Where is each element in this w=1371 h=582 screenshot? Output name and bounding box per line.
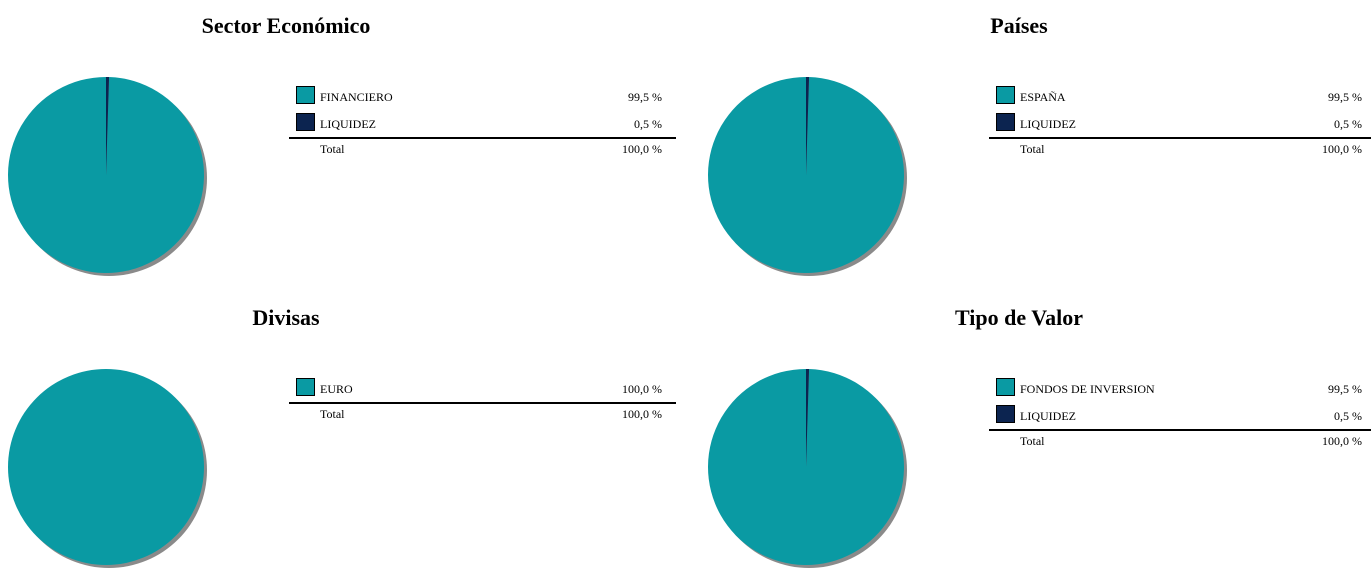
legend-row: LIQUIDEZ 0,5 %: [289, 111, 676, 138]
legend-label: FONDOS DE INVERSION: [1020, 382, 1155, 396]
legend-table: FINANCIERO 99,5 % LIQUIDEZ 0,5 % Total 1…: [289, 84, 676, 159]
legend-swatch: [296, 378, 315, 396]
panel-sector-economico: Sector Económico FINANCIERO 99,5 % LIQUI…: [0, 0, 685, 290]
legend-swatch: [996, 378, 1015, 396]
pie-slice-liquidez: [806, 369, 810, 467]
total-value: 100,0 %: [1322, 434, 1362, 448]
legend-swatch: [996, 113, 1015, 131]
legend-value: 99,5 %: [628, 90, 662, 104]
panel-tipo-de-valor: Tipo de Valor FONDOS DE INVERSION 99,5 %…: [700, 292, 1371, 582]
chart-title: Países: [990, 13, 1048, 38]
legend-swatch: [296, 86, 315, 104]
total-label: Total: [320, 142, 345, 156]
total-row: Total 100,0 %: [989, 139, 1371, 159]
total-row: Total 100,0 %: [989, 431, 1371, 451]
pie-chart: [8, 77, 207, 276]
pie-chart: [8, 369, 207, 568]
legend-label: FINANCIERO: [320, 90, 393, 104]
legend-value: 0,5 %: [1334, 117, 1362, 131]
legend-row: EURO 100,0 %: [289, 376, 676, 403]
legend-swatch: [996, 86, 1015, 104]
legend-table: ESPAÑA 99,5 % LIQUIDEZ 0,5 % Total 100,0…: [989, 84, 1371, 159]
legend-value: 100,0 %: [622, 382, 662, 396]
panel-paises: Países ESPAÑA 99,5 % LIQUIDEZ 0,5 % Tota…: [700, 0, 1371, 290]
total-value: 100,0 %: [622, 142, 662, 156]
total-row: Total 100,0 %: [289, 139, 676, 159]
total-label: Total: [1020, 434, 1045, 448]
legend-row: LIQUIDEZ 0,5 %: [989, 403, 1371, 430]
legend-value: 0,5 %: [634, 117, 662, 131]
legend-label: LIQUIDEZ: [1020, 409, 1076, 423]
pie-slice-euro: [8, 369, 204, 565]
legend-row: FINANCIERO 99,5 %: [289, 84, 676, 111]
legend-swatch: [296, 113, 315, 131]
total-label: Total: [1020, 142, 1045, 156]
legend-label: ESPAÑA: [1020, 90, 1066, 104]
legend-value: 0,5 %: [1334, 409, 1362, 423]
pie-slice-liquidez: [106, 77, 110, 175]
pie-chart: [708, 369, 907, 568]
pie-slice-liquidez: [806, 77, 810, 175]
chart-title: Tipo de Valor: [955, 305, 1083, 330]
legend-value: 99,5 %: [1328, 90, 1362, 104]
total-row: Total 100,0 %: [289, 404, 676, 424]
total-divider: [989, 137, 1371, 139]
panel-divisas: Divisas EURO 100,0 % Total 100,0 %: [0, 292, 685, 582]
legend-table: FONDOS DE INVERSION 99,5 % LIQUIDEZ 0,5 …: [989, 376, 1371, 451]
legend-label: EURO: [320, 382, 353, 396]
total-label: Total: [320, 407, 345, 421]
legend-swatch: [996, 405, 1015, 423]
legend-label: LIQUIDEZ: [1020, 117, 1076, 131]
total-value: 100,0 %: [622, 407, 662, 421]
legend-table: EURO 100,0 % Total 100,0 %: [289, 376, 676, 424]
pie-chart: [708, 77, 907, 276]
legend-value: 99,5 %: [1328, 382, 1362, 396]
total-value: 100,0 %: [1322, 142, 1362, 156]
total-divider: [289, 137, 676, 139]
legend-label: LIQUIDEZ: [320, 117, 376, 131]
chart-title: Sector Económico: [201, 13, 371, 38]
legend-row: FONDOS DE INVERSION 99,5 %: [989, 376, 1371, 403]
legend-row: ESPAÑA 99,5 %: [989, 84, 1371, 111]
total-divider: [989, 429, 1371, 431]
chart-title: Divisas: [252, 305, 320, 330]
legend-row: LIQUIDEZ 0,5 %: [989, 111, 1371, 138]
total-divider: [289, 402, 676, 404]
